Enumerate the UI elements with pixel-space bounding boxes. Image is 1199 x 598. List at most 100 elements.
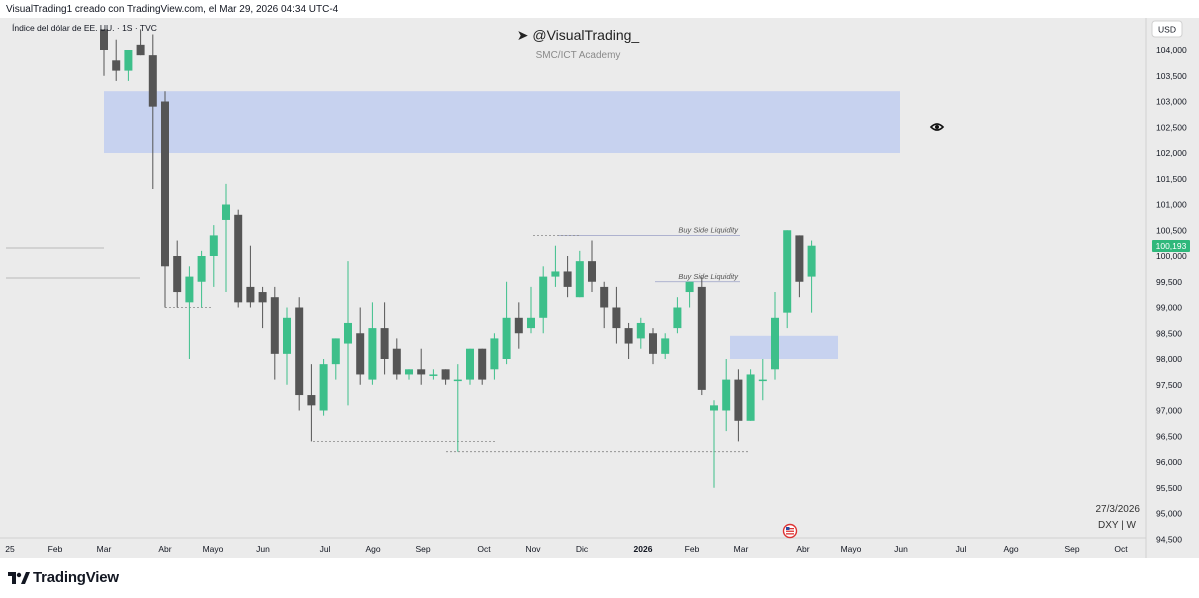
candle[interactable] bbox=[295, 297, 304, 411]
candle-body bbox=[124, 50, 133, 71]
candle-body bbox=[258, 292, 267, 303]
eye-icon[interactable] bbox=[929, 123, 945, 131]
candle[interactable] bbox=[441, 369, 450, 385]
candle[interactable] bbox=[197, 250, 206, 308]
candle[interactable] bbox=[283, 307, 291, 385]
candle-body bbox=[417, 369, 426, 375]
time-tick-label: Jun bbox=[256, 544, 270, 554]
candle[interactable] bbox=[331, 338, 340, 380]
watermark-handle: ➤ @VisualTrading_ bbox=[517, 27, 640, 43]
candle-body bbox=[234, 214, 243, 303]
candle[interactable] bbox=[588, 240, 596, 293]
price-tick-label: 104,000 bbox=[1156, 45, 1187, 55]
candle[interactable] bbox=[112, 39, 121, 81]
candle-body bbox=[551, 271, 560, 277]
candle-body bbox=[270, 297, 279, 354]
supply-demand-zone[interactable] bbox=[730, 335, 838, 359]
candle[interactable] bbox=[185, 266, 194, 359]
currency-button[interactable] bbox=[1151, 20, 1183, 38]
candle-body bbox=[575, 261, 584, 298]
candle[interactable] bbox=[344, 261, 352, 406]
candle[interactable] bbox=[466, 348, 474, 385]
candle[interactable] bbox=[136, 29, 145, 56]
supply-demand-zone[interactable] bbox=[104, 91, 900, 153]
candle-body bbox=[222, 204, 230, 220]
price-tick-label: 101,500 bbox=[1156, 174, 1187, 184]
candle-body bbox=[661, 338, 670, 354]
date-stamp: 27/3/2026 bbox=[1096, 504, 1141, 515]
candle[interactable] bbox=[771, 292, 779, 380]
tradingview-logo[interactable]: TradingView bbox=[8, 569, 119, 586]
candle[interactable] bbox=[807, 240, 816, 313]
candle[interactable] bbox=[173, 240, 182, 308]
candle[interactable] bbox=[527, 286, 535, 334]
candle[interactable] bbox=[746, 369, 755, 421]
candle[interactable] bbox=[563, 256, 572, 298]
time-tick-label: Dic bbox=[576, 544, 589, 554]
price-tick-label: 103,500 bbox=[1156, 71, 1187, 81]
candle[interactable] bbox=[697, 276, 706, 396]
candle[interactable] bbox=[124, 50, 133, 81]
currency-label: USD bbox=[1158, 25, 1176, 35]
candle[interactable] bbox=[758, 359, 767, 401]
time-tick-label: Feb bbox=[685, 544, 700, 554]
price-tick-label: 95,000 bbox=[1156, 509, 1182, 519]
candle[interactable] bbox=[246, 245, 255, 308]
tradingview-icon bbox=[8, 571, 30, 584]
candle[interactable] bbox=[783, 230, 792, 329]
candle[interactable] bbox=[368, 302, 377, 385]
candle[interactable] bbox=[624, 322, 633, 359]
time-axis[interactable]: 25 Feb Mar Abr Mayo Jun Jul Ago Sep Oct Nov Dic 2026… bbox=[5, 544, 1128, 554]
candle-body bbox=[173, 256, 182, 293]
candle[interactable] bbox=[478, 348, 487, 385]
candle[interactable] bbox=[356, 307, 365, 385]
candle[interactable] bbox=[392, 338, 401, 380]
candle[interactable] bbox=[575, 250, 584, 298]
candle[interactable] bbox=[600, 281, 609, 329]
candle-body bbox=[649, 333, 657, 354]
candle[interactable] bbox=[551, 245, 560, 287]
candle[interactable] bbox=[502, 281, 511, 365]
price-axis[interactable]: 104,000 103,500 103,000 102,500 102,000 101,5… bbox=[1156, 45, 1187, 544]
candle[interactable] bbox=[429, 369, 438, 380]
candle-body bbox=[600, 286, 609, 308]
candle[interactable] bbox=[258, 286, 267, 329]
candle[interactable] bbox=[685, 281, 694, 308]
candle[interactable] bbox=[209, 225, 218, 287]
candle[interactable] bbox=[100, 29, 108, 76]
time-tick-label: Abr bbox=[158, 544, 171, 554]
candle[interactable] bbox=[490, 333, 499, 380]
candle[interactable] bbox=[649, 328, 657, 365]
time-tick-label: 25 bbox=[5, 544, 15, 554]
candle[interactable] bbox=[380, 302, 389, 375]
candle[interactable] bbox=[636, 317, 645, 349]
candle[interactable] bbox=[234, 209, 243, 308]
candle[interactable] bbox=[222, 183, 230, 293]
chart-canvas[interactable]: Buy Side Liquidity Buy Side Liquidity 104… bbox=[0, 18, 1199, 558]
time-tick-label: Mar bbox=[97, 544, 112, 554]
candle-body bbox=[685, 281, 694, 293]
candle[interactable] bbox=[319, 359, 328, 416]
candle[interactable] bbox=[514, 302, 523, 349]
candle-body bbox=[441, 369, 450, 380]
candle[interactable] bbox=[734, 369, 743, 442]
candle-body bbox=[514, 317, 523, 334]
candle[interactable] bbox=[161, 91, 169, 308]
candle[interactable] bbox=[795, 235, 804, 298]
candle[interactable] bbox=[405, 369, 413, 380]
candle-body bbox=[283, 317, 291, 354]
candle[interactable] bbox=[710, 400, 718, 488]
us-flag-icon[interactable] bbox=[782, 523, 798, 539]
candle[interactable] bbox=[417, 348, 426, 385]
candle[interactable] bbox=[453, 364, 462, 452]
candle[interactable] bbox=[612, 286, 621, 344]
candle[interactable] bbox=[148, 34, 157, 190]
candle[interactable] bbox=[722, 359, 731, 432]
candle-body bbox=[612, 307, 621, 329]
candle[interactable] bbox=[270, 286, 279, 380]
last-price-label: 100,193 bbox=[1156, 241, 1187, 251]
candle[interactable] bbox=[673, 297, 682, 334]
candle[interactable] bbox=[539, 266, 548, 334]
candle[interactable] bbox=[307, 364, 316, 442]
candle[interactable] bbox=[661, 333, 670, 359]
